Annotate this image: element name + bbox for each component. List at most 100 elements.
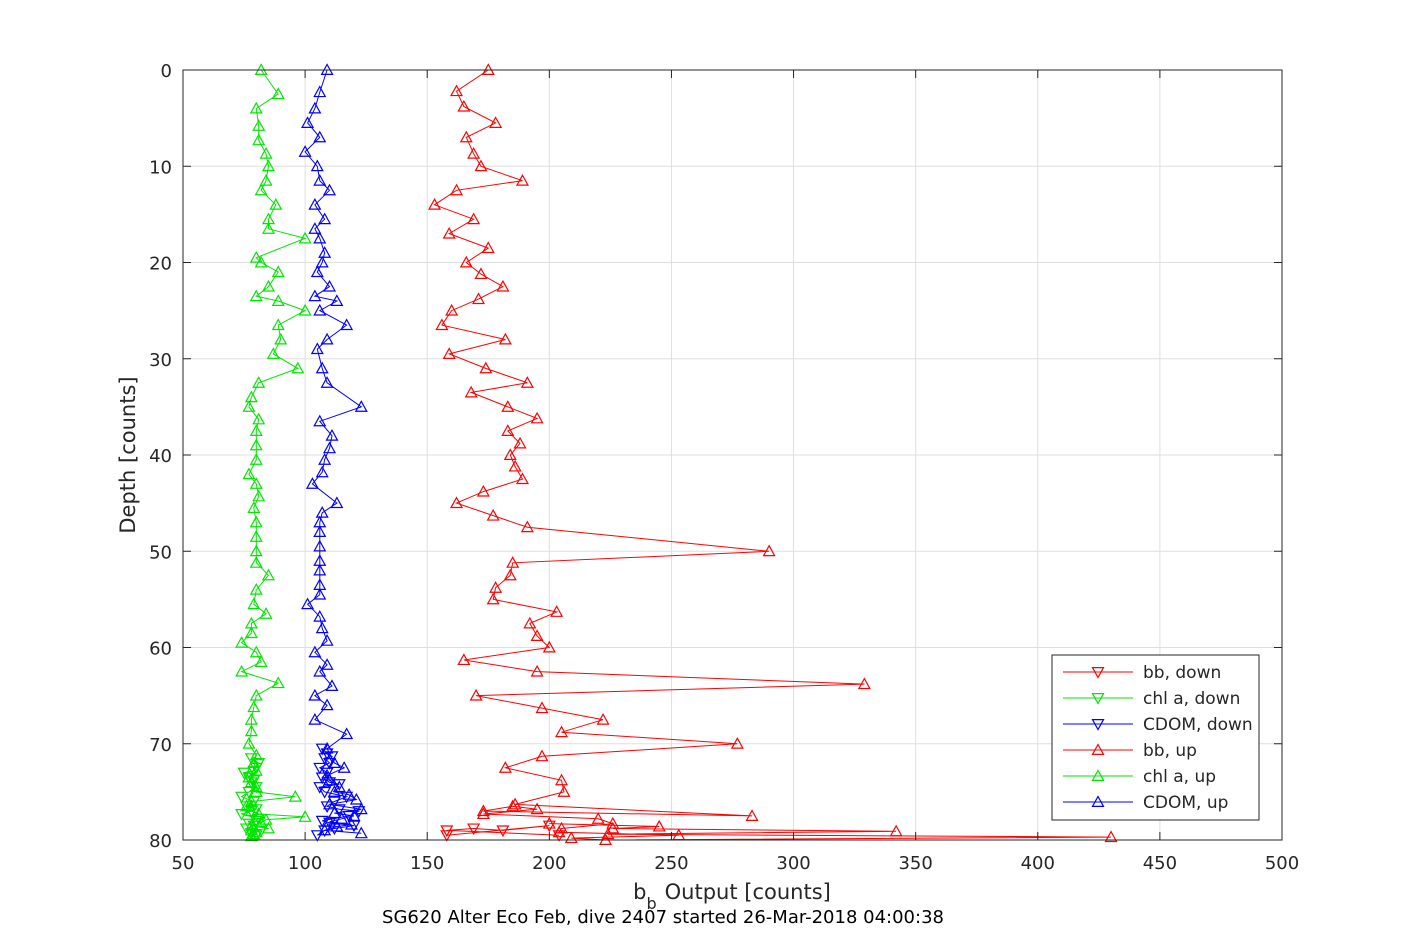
- data-point: [535, 701, 549, 714]
- data-point: [259, 607, 273, 619]
- data-point: [244, 829, 258, 842]
- data-point: [459, 130, 473, 143]
- legend-marker: [1091, 769, 1105, 782]
- data-point: [327, 785, 341, 797]
- data-point: [459, 255, 473, 268]
- data-point: [313, 414, 327, 427]
- data-point: [467, 212, 481, 225]
- data-point: [762, 544, 776, 557]
- data-point: [298, 231, 312, 244]
- data-point: [315, 772, 329, 785]
- legend-label: chl a, up: [1143, 767, 1216, 787]
- data-point: [318, 453, 332, 465]
- data-point: [254, 815, 268, 828]
- data-point: [247, 501, 261, 513]
- data-point: [249, 825, 263, 838]
- data-point: [308, 645, 322, 658]
- data-point: [474, 267, 488, 280]
- x-tick-label: 250: [654, 853, 688, 874]
- data-point: [308, 222, 322, 234]
- data-point: [261, 568, 275, 581]
- data-point: [552, 825, 566, 838]
- data-point: [520, 520, 534, 533]
- y-tick-label: 50: [149, 542, 172, 563]
- data-point: [247, 756, 261, 769]
- data-point: [442, 226, 456, 239]
- data-point: [271, 318, 285, 331]
- x-axis-label-text: Output [counts]: [665, 880, 831, 904]
- data-point: [298, 303, 312, 316]
- y-tick-label: 10: [149, 157, 172, 178]
- data-point: [320, 376, 334, 388]
- data-point: [261, 279, 275, 292]
- data-point: [474, 159, 488, 172]
- data-point: [318, 246, 332, 258]
- y-tick-label: 70: [149, 735, 172, 756]
- series-line: [446, 825, 560, 836]
- data-point: [301, 597, 315, 610]
- data-point: [313, 609, 327, 622]
- x-tick-label: 450: [1143, 853, 1177, 874]
- data-point: [247, 827, 261, 840]
- data-point: [254, 255, 268, 268]
- data-point: [471, 292, 486, 305]
- data-point: [252, 119, 266, 131]
- data-point: [252, 412, 266, 425]
- data-point: [308, 688, 322, 701]
- data-point: [523, 616, 537, 629]
- data-point: [323, 441, 337, 454]
- x-tick-label: 350: [898, 853, 932, 874]
- data-point: [730, 737, 744, 749]
- data-point: [244, 712, 258, 725]
- data-point: [857, 677, 871, 690]
- data-point: [247, 765, 261, 778]
- data-point: [249, 424, 263, 436]
- data-point: [598, 833, 613, 846]
- data-point: [530, 411, 544, 424]
- data-point: [467, 823, 481, 836]
- data-point: [320, 634, 334, 646]
- data-point: [249, 101, 263, 114]
- data-point: [349, 792, 363, 805]
- data-point: [249, 688, 263, 701]
- data-point: [313, 782, 327, 794]
- tick-labels: 50 100 150 200 250 300 350 400 450 500 0 10 20 30 40 50…: [149, 61, 1299, 874]
- data-point: [235, 791, 249, 804]
- data-point: [340, 318, 354, 331]
- data-point: [347, 820, 361, 833]
- data-point: [508, 797, 522, 810]
- data-point: [249, 530, 263, 542]
- data-point: [457, 99, 471, 112]
- data-point: [506, 556, 520, 568]
- data-point: [323, 279, 337, 292]
- data-point: [249, 785, 263, 797]
- data-point: [313, 303, 327, 316]
- data-point: [327, 756, 341, 769]
- data-point: [330, 819, 344, 832]
- data-point: [315, 621, 329, 634]
- data-point: [323, 183, 337, 196]
- data-point: [242, 400, 256, 412]
- data-point: [249, 556, 263, 568]
- data-point: [247, 597, 261, 610]
- data-point: [315, 255, 329, 268]
- data-point: [530, 629, 544, 641]
- legend-marker: [1091, 666, 1105, 679]
- data-point: [271, 294, 285, 306]
- data-point: [503, 568, 517, 581]
- y-tick-label: 60: [149, 639, 172, 660]
- data-point: [481, 63, 495, 76]
- data-point: [591, 812, 605, 824]
- y-axis-label: Depth [counts]: [116, 376, 140, 533]
- data-point: [249, 453, 263, 465]
- data-point: [332, 804, 346, 816]
- data-point: [476, 804, 490, 817]
- data-point: [242, 786, 256, 799]
- data-point: [450, 183, 464, 196]
- data-point: [308, 198, 322, 210]
- data-point: [515, 173, 529, 186]
- data-point: [271, 87, 285, 100]
- series-line: [433, 69, 1112, 841]
- data-point: [496, 279, 510, 292]
- data-point: [254, 183, 268, 196]
